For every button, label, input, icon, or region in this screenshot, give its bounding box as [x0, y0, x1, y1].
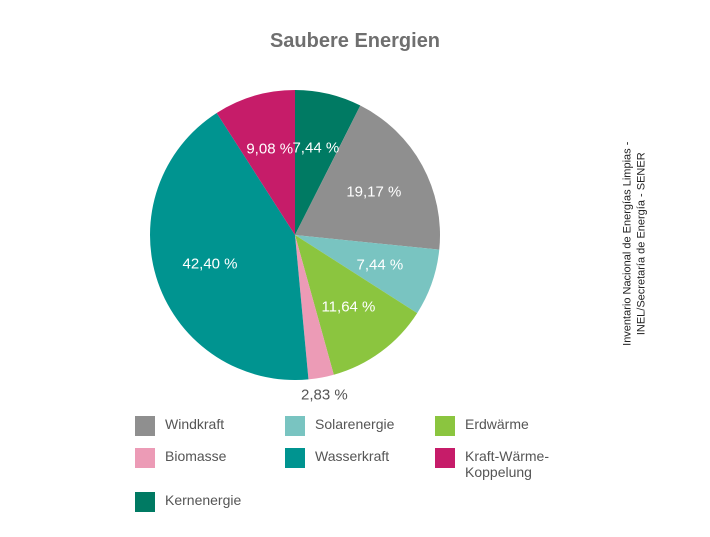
legend: Windkraft Solarenergie Erdwärme Biomasse Was…: [135, 410, 595, 518]
legend-label-biomasse: Biomasse: [165, 448, 226, 464]
legend-swatch-kernenergie: [135, 492, 155, 512]
legend-item-wasserkraft: Wasserkraft: [285, 448, 435, 480]
pie-pct-kwk: 9,08 %: [246, 140, 293, 157]
chart-container: Saubere Energien 7,44 % 19,17 % 7,44 % 11,6…: [0, 0, 710, 537]
legend-swatch-wasserkraft: [285, 448, 305, 468]
pie-pct-wasserkraft: 42,40 %: [182, 256, 237, 273]
legend-swatch-kwk: [435, 448, 455, 468]
legend-item-kernenergie: Kernenergie: [135, 492, 285, 512]
source-line-1: Inventario Nacional de Energías Limpias …: [621, 142, 633, 346]
legend-label-kwk: Kraft-Wärme-Koppelung: [465, 448, 549, 480]
legend-label-erdwaerme: Erdwärme: [465, 416, 529, 432]
legend-label-solarenergie: Solarenergie: [315, 416, 394, 432]
legend-label-wasserkraft: Wasserkraft: [315, 448, 389, 464]
pie-pct-solarenergie: 7,44 %: [357, 256, 404, 273]
legend-item-biomasse: Biomasse: [135, 448, 285, 480]
chart-title: Saubere Energien: [0, 30, 710, 53]
source-attribution: Inventario Nacional de Energías Limpias …: [621, 142, 649, 346]
legend-swatch-biomasse: [135, 448, 155, 468]
legend-swatch-erdwaerme: [435, 416, 455, 436]
pie-pct-biomasse: 2,83 %: [301, 386, 348, 403]
pie-chart: [150, 90, 440, 380]
legend-item-kwk: Kraft-Wärme-Koppelung: [435, 448, 585, 480]
pie-pct-windkraft: 19,17 %: [346, 183, 401, 200]
legend-item-windkraft: Windkraft: [135, 416, 285, 436]
pie-pct-erdwaerme: 11,64 %: [321, 299, 375, 316]
legend-label-kernenergie: Kernenergie: [165, 492, 241, 508]
legend-swatch-windkraft: [135, 416, 155, 436]
legend-swatch-solarenergie: [285, 416, 305, 436]
legend-item-erdwaerme: Erdwärme: [435, 416, 585, 436]
pie-pct-kernenergie: 7,44 %: [292, 139, 339, 156]
source-line-2: INEL/Secretaría de Energía - SENER: [635, 152, 647, 335]
legend-item-solarenergie: Solarenergie: [285, 416, 435, 436]
legend-label-windkraft: Windkraft: [165, 416, 224, 432]
